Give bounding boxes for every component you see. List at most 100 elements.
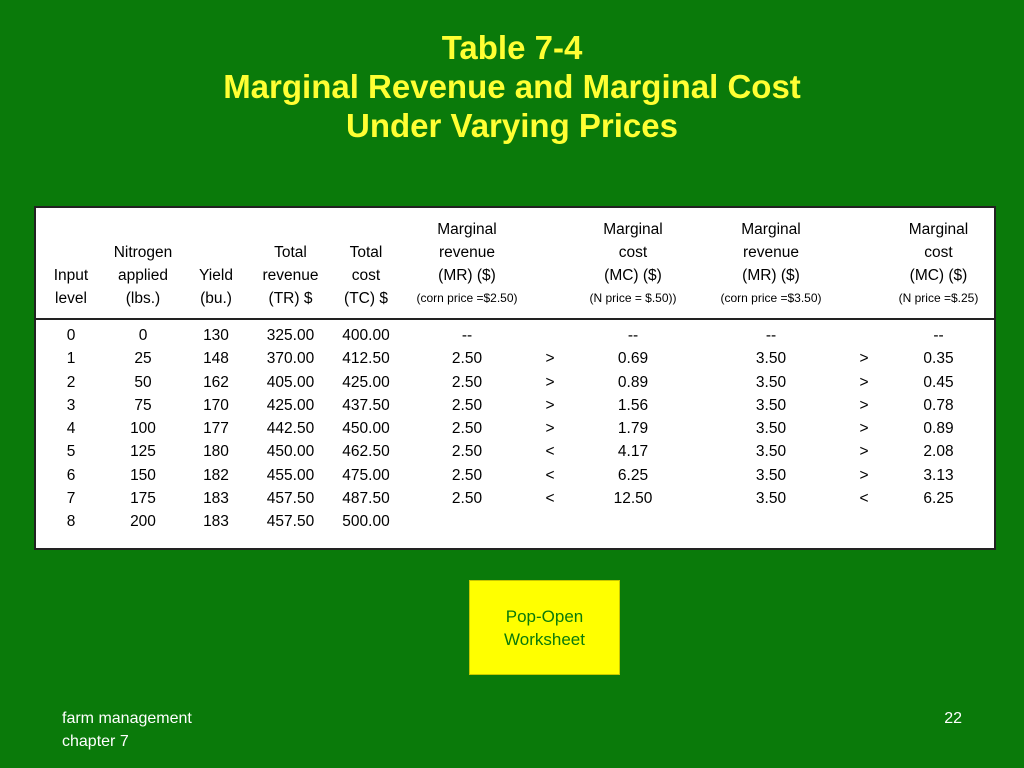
- table-cell: 412.50: [342, 350, 390, 368]
- table-body: 0 0 130 325.00 400.00 -- -- -- -- 1 25 148 370.00 412…: [36, 319, 994, 534]
- column-header: Yield (bu.): [180, 208, 252, 320]
- pop-open-worksheet-button[interactable]: Pop-Open Worksheet: [469, 580, 620, 675]
- footer-course: farm management chapter 7: [62, 707, 192, 753]
- table-cell: --: [933, 327, 944, 344]
- header-text: (MR) ($): [742, 267, 800, 284]
- table-cell: 455.00: [266, 466, 315, 484]
- header-text: (lbs.): [125, 290, 161, 307]
- header-text: Input: [53, 267, 89, 284]
- header-text: revenue: [438, 244, 495, 261]
- table-cell: 3.50: [755, 466, 787, 484]
- table-cell: 177: [203, 420, 229, 438]
- header-price-note: (corn price =$3.50): [720, 291, 822, 305]
- table-cell: 3.13: [923, 466, 954, 484]
- table-cell: --: [765, 327, 777, 344]
- table-cell: >: [859, 350, 869, 368]
- table-cell: 183: [203, 513, 229, 531]
- table-cell: 100: [130, 420, 156, 438]
- table-cell: 200: [130, 513, 156, 531]
- header-text: Yield: [199, 267, 233, 284]
- table-cell: [531, 319, 569, 347]
- table-cell: 2.50: [451, 466, 483, 484]
- table-cell: 475.00: [342, 466, 390, 484]
- column-header: [531, 208, 569, 320]
- table-cell: 4.17: [617, 443, 649, 461]
- table-cell: >: [545, 350, 555, 368]
- header-text: Total: [274, 244, 307, 261]
- data-table-panel: Input level Nitrogen applied (lbs.) Yield (bu.…: [34, 206, 996, 550]
- table-cell: 442.50: [266, 420, 315, 438]
- table-cell: >: [859, 443, 869, 461]
- column-header: Marginal revenue (MR) ($) (corn price =$2.5…: [403, 208, 531, 320]
- table-row: 7 175 183 457.50 487.50 2.50 <12.50 3.50 <6.25: [36, 487, 994, 510]
- table-cell: [403, 510, 531, 533]
- header-text: (MR) ($): [438, 267, 496, 284]
- table-cell: 0.89: [923, 420, 954, 438]
- table-cell: >: [859, 396, 869, 414]
- table-cell: 5: [66, 443, 76, 461]
- table-row: 3 75 170 425.00 437.50 2.50 >1.56 3.50 >0.78: [36, 394, 994, 417]
- table-cell: 450.00: [342, 420, 390, 438]
- table-header-row: Input level Nitrogen applied (lbs.) Yield (bu.…: [36, 208, 994, 320]
- column-header: Total cost (TC) $: [329, 208, 403, 320]
- table-cell: 180: [203, 443, 229, 461]
- header-text: (bu.): [200, 290, 232, 307]
- header-price-note: (N price = $.50)): [589, 291, 677, 305]
- table-cell: 405.00: [266, 373, 315, 391]
- header-price-note: (corn price =$2.50): [416, 291, 518, 305]
- table-row: 4 100 177 442.50 450.00 2.50 >1.79 3.50 >0.89: [36, 417, 994, 440]
- table-cell: 2.50: [451, 490, 483, 508]
- header-text: revenue: [742, 244, 799, 261]
- slide-title: Table 7-4 Marginal Revenue and Marginal …: [0, 28, 1024, 145]
- header-text: Marginal: [603, 221, 663, 238]
- table-row: 2 50 162 405.00 425.00 2.50 >0.89 3.50 >0.45: [36, 371, 994, 394]
- table-cell: <: [859, 490, 869, 508]
- table-cell: 130: [203, 327, 229, 344]
- table-cell: 500.00: [342, 513, 390, 531]
- table-cell: --: [461, 327, 473, 344]
- table-cell: 50: [134, 373, 152, 391]
- table-cell: 462.50: [342, 443, 390, 461]
- table-cell: 487.50: [342, 490, 390, 508]
- header-text: level: [55, 290, 87, 307]
- table-row: 5 125 180 450.00 462.50 2.50 <4.17 3.50 >2.08: [36, 440, 994, 463]
- table-cell: 2.50: [451, 373, 483, 391]
- table-cell: 25: [134, 350, 152, 368]
- table-cell: 6.25: [617, 466, 649, 484]
- table-cell: 0.89: [617, 373, 649, 391]
- title-line-2: Marginal Revenue and Marginal Cost: [223, 68, 801, 105]
- table-row: 0 0 130 325.00 400.00 -- -- -- --: [36, 319, 994, 347]
- header-text: Marginal: [741, 221, 801, 238]
- header-text: Nitrogen: [113, 244, 173, 261]
- table-cell: >: [859, 466, 869, 484]
- table-cell: 3.50: [755, 420, 787, 438]
- table-cell: 1: [66, 350, 76, 368]
- table-cell: 6: [66, 466, 76, 484]
- table-cell: 425.00: [266, 396, 315, 414]
- table-cell: [883, 510, 994, 533]
- table-cell: >: [859, 373, 869, 391]
- column-header: Nitrogen applied (lbs.): [106, 208, 180, 320]
- page-number: 22: [944, 710, 962, 727]
- table-row: 1 25 148 370.00 412.50 2.50 >0.69 3.50 >0.35: [36, 347, 994, 370]
- table-cell: [569, 510, 697, 533]
- table-cell: 425.00: [342, 373, 390, 391]
- table-cell: 2.50: [451, 420, 483, 438]
- table-cell: 2.50: [451, 350, 483, 368]
- header-text: Total: [349, 244, 383, 261]
- table-cell: 3.50: [755, 373, 787, 391]
- header-text: Marginal: [437, 221, 497, 238]
- table-cell: 7: [66, 490, 76, 508]
- column-header: Total revenue (TR) $: [252, 208, 329, 320]
- footer-line-2: chapter 7: [62, 733, 129, 750]
- table-cell: <: [545, 490, 555, 508]
- table-cell: 1.79: [617, 420, 649, 438]
- table-cell: 12.50: [613, 490, 653, 508]
- footer-line-1: farm management: [62, 710, 192, 727]
- table-cell: 3.50: [755, 443, 787, 461]
- table-cell: 437.50: [342, 396, 390, 414]
- title-line-3: Under Varying Prices: [346, 107, 678, 144]
- worksheet-label-line-2: Worksheet: [504, 629, 585, 649]
- header-text: revenue: [262, 267, 319, 284]
- header-text: (MC) ($): [604, 267, 662, 284]
